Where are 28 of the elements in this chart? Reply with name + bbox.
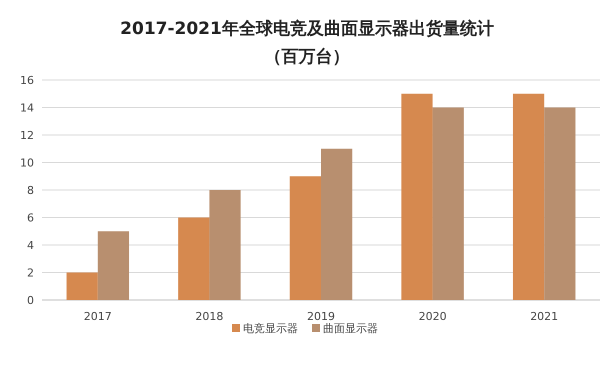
y-tick-label: 6 — [27, 212, 34, 224]
x-tick-label: 2017 — [84, 310, 112, 323]
y-tick-label: 14 — [20, 102, 34, 114]
bar — [66, 272, 98, 300]
y-tick-label: 0 — [27, 294, 34, 307]
y-tick-label: 16 — [20, 74, 34, 87]
legend-label: 电竞显示器 — [243, 322, 298, 335]
bar — [98, 231, 130, 300]
y-tick-label: 10 — [20, 156, 34, 170]
bar — [544, 108, 576, 300]
bar — [178, 218, 210, 300]
bar — [512, 94, 544, 300]
x-tick-label: 2020 — [418, 310, 447, 323]
bar — [321, 148, 352, 300]
y-tick-label: 12 — [20, 129, 34, 142]
chart-subtitle: （百万台） — [264, 47, 350, 67]
x-tick-label: 2021 — [530, 310, 558, 323]
chart-title: 2017-2021年全球电竞及曲面显示器出货量统计 — [120, 19, 494, 39]
y-tick-label: 2 — [27, 266, 34, 280]
y-tick-label: 8 — [27, 184, 34, 197]
x-tick-label: 2019 — [307, 310, 335, 323]
y-tick-label: 4 — [27, 239, 34, 252]
bar — [432, 108, 464, 300]
bar — [401, 94, 433, 300]
bar — [209, 190, 241, 300]
x-tick-label: 2018 — [195, 310, 224, 323]
bar — [290, 176, 321, 300]
legend-label: 曲面显示器 — [323, 322, 378, 335]
